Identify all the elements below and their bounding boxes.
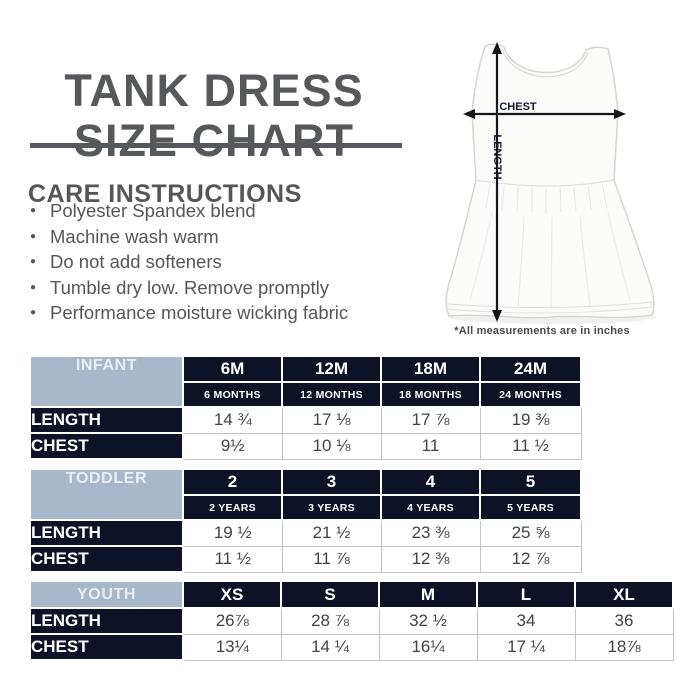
size-subheader: 2 YEARS — [182, 494, 283, 521]
table-row: CHEST 13¼ 14 ¼ 16¼ 17 ¼ 18⅞ — [29, 633, 674, 661]
size-header: 5 — [479, 468, 582, 496]
size-subheader: 24 MONTHS — [479, 381, 582, 408]
size-header: 24M — [479, 355, 582, 383]
measurement-value: 11 ½ — [479, 432, 582, 460]
dress-illustration — [445, 43, 655, 319]
size-header: XL — [574, 580, 674, 609]
care-item: Tumble dry low. Remove promptly — [30, 275, 348, 301]
measurement-value: 25 ⅝ — [479, 519, 582, 547]
table-row: LENGTH 26⅞ 28 ⅞ 32 ½ 34 36 — [29, 607, 674, 635]
measurement-value: 34 — [476, 607, 576, 635]
care-instructions-list: Polyester Spandex blend Machine wash war… — [30, 198, 348, 326]
measurement-value: 18⅞ — [574, 633, 674, 661]
measurement-value: 17 ⅛ — [281, 406, 382, 434]
youth-size-table: YOUTH XS S M L XL LENGTH 26⅞ 28 ⅞ 32 ½ 3… — [29, 580, 674, 661]
row-label-chest: CHEST — [29, 545, 184, 573]
row-label-chest: CHEST — [29, 633, 184, 661]
group-label-infant: INFANT — [29, 355, 184, 408]
size-header: 2 — [182, 468, 283, 496]
table-row: CHEST 11 ½ 11 ⅞ 12 ⅜ 12 ⅞ — [29, 545, 582, 573]
measurement-value: 36 — [574, 607, 674, 635]
title-divider — [30, 143, 402, 148]
size-subheader: 3 YEARS — [281, 494, 382, 521]
measurement-value: 12 ⅜ — [380, 545, 481, 573]
measurement-value: 32 ½ — [378, 607, 478, 635]
group-label-youth: YOUTH — [29, 580, 184, 609]
group-label-toddler: TODDLER — [29, 468, 184, 521]
row-label-length: LENGTH — [29, 519, 184, 547]
care-item: Machine wash warm — [30, 224, 348, 250]
row-label-chest: CHEST — [29, 432, 184, 460]
title-line-1: TANK DRESS — [64, 65, 364, 117]
measurement-value: 10 ⅛ — [281, 432, 382, 460]
measurements-caption: *All measurements are in inches — [454, 325, 630, 337]
measurement-value: 16¼ — [378, 633, 478, 661]
size-subheader: 18 MONTHS — [380, 381, 481, 408]
measurement-value: 11 — [380, 432, 481, 460]
size-header: M — [378, 580, 478, 609]
size-header: 6M — [182, 355, 283, 383]
size-header: 3 — [281, 468, 382, 496]
measurement-value: 11 ½ — [182, 545, 283, 573]
measurement-value: 14 ¾ — [182, 406, 283, 434]
care-item: Do not add softeners — [30, 249, 348, 275]
length-arrow — [492, 42, 502, 322]
dress-illustration-svg: CHEST LENGTH — [445, 42, 656, 324]
measurement-value: 23 ⅜ — [380, 519, 481, 547]
chest-arrow — [463, 109, 626, 119]
table-row: LENGTH 19 ½ 21 ½ 23 ⅜ 25 ⅝ — [29, 519, 582, 547]
size-subheader: 5 YEARS — [479, 494, 582, 521]
table-row: LENGTH 14 ¾ 17 ⅛ 17 ⅞ 19 ⅜ — [29, 406, 582, 434]
measurement-value: 14 ¼ — [280, 633, 380, 661]
measurement-value: 28 ⅞ — [280, 607, 380, 635]
size-header: XS — [182, 580, 282, 609]
measurement-value: 9½ — [182, 432, 283, 460]
measurement-value: 17 ¼ — [476, 633, 576, 661]
size-subheader: 4 YEARS — [380, 494, 481, 521]
size-subheader: 6 MONTHS — [182, 381, 283, 408]
infant-size-table: INFANT 6M 12M 18M 24M 6 MONTHS 12 MONTHS… — [29, 355, 582, 460]
size-header: 4 — [380, 468, 481, 496]
size-header: 18M — [380, 355, 481, 383]
measurement-value: 13¼ — [182, 633, 282, 661]
care-item: Polyester Spandex blend — [30, 198, 348, 224]
title-line-2: SIZE CHART — [74, 115, 354, 167]
measurement-value: 19 ½ — [182, 519, 283, 547]
row-label-length: LENGTH — [29, 406, 184, 434]
toddler-size-table: TODDLER 2 3 4 5 2 YEARS 3 YEARS 4 YEARS … — [29, 468, 582, 573]
care-item: Performance moisture wicking fabric — [30, 300, 348, 326]
row-label-length: LENGTH — [29, 607, 184, 635]
size-subheader: 12 MONTHS — [281, 381, 382, 408]
measurement-value: 11 ⅞ — [281, 545, 382, 573]
size-header: 12M — [281, 355, 382, 383]
page-title: TANK DRESS SIZE CHART — [26, 66, 402, 166]
table-row: CHEST 9½ 10 ⅛ 11 11 ½ — [29, 432, 582, 460]
measurement-value: 19 ⅜ — [479, 406, 582, 434]
length-label: LENGTH — [491, 134, 503, 179]
size-header: L — [476, 580, 576, 609]
dress-measurement-diagram: CHEST LENGTH — [432, 28, 687, 328]
measurement-value: 21 ½ — [281, 519, 382, 547]
size-header: S — [280, 580, 380, 609]
measurement-value: 26⅞ — [182, 607, 282, 635]
chest-label: CHEST — [499, 101, 537, 113]
measurement-value: 17 ⅞ — [380, 406, 481, 434]
measurement-value: 12 ⅞ — [479, 545, 582, 573]
